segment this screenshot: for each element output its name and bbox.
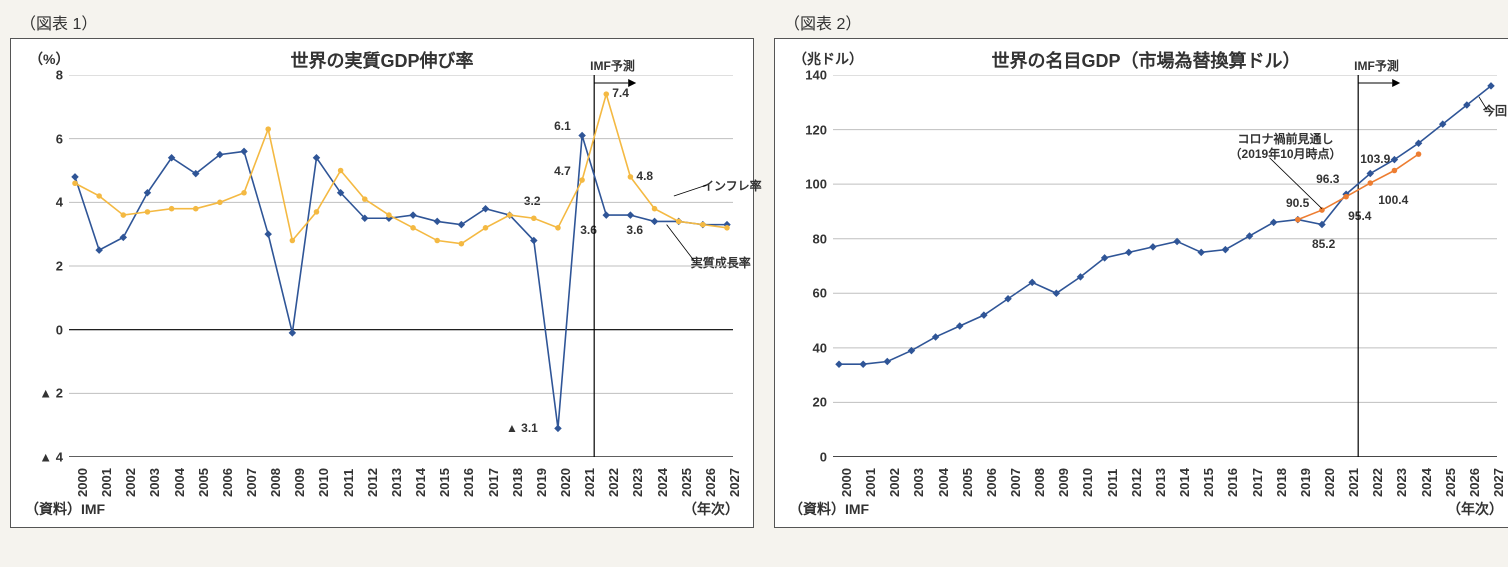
x-tick-label: 2026 <box>1463 457 1482 497</box>
x-tick-label: 2004 <box>168 457 187 497</box>
x-tick-label: 2010 <box>312 457 331 497</box>
y-tick-label: 0 <box>56 322 69 337</box>
chart1-x-unit: （年次） <box>683 499 739 519</box>
x-tick-label: 2019 <box>530 457 549 497</box>
x-tick-label: 2016 <box>1221 457 1240 497</box>
y-tick-label: 8 <box>56 68 69 83</box>
chart1-title: 世界の実質GDP伸び率 <box>11 47 753 73</box>
x-tick-label: 2015 <box>1197 457 1216 497</box>
y-tick-label: 60 <box>813 286 833 301</box>
x-tick-label: 2027 <box>723 457 742 497</box>
x-tick-label: 2005 <box>192 457 211 497</box>
x-tick-label: 2017 <box>482 457 501 497</box>
chart2-source: （資料）IMF <box>789 499 869 519</box>
chart1-source: （資料）IMF <box>25 499 105 519</box>
y-tick-label: ▲ 2 <box>39 386 69 401</box>
chart-2: （図表 2） （兆ドル） 世界の名目GDP（市場為替換算ドル） 02040608… <box>774 10 1508 528</box>
y-tick-label: 100 <box>805 177 833 192</box>
x-tick-label: 2007 <box>240 457 259 497</box>
x-tick-label: 2000 <box>835 457 854 497</box>
series-line <box>75 135 727 428</box>
x-tick-label: 2013 <box>1149 457 1168 497</box>
x-tick-label: 2005 <box>956 457 975 497</box>
x-tick-label: 2012 <box>1125 457 1144 497</box>
y-tick-label: 4 <box>56 195 69 210</box>
x-tick-label: 2012 <box>361 457 380 497</box>
chart1-caption: （図表 1） <box>20 10 754 34</box>
x-tick-label: 2011 <box>337 457 356 497</box>
x-tick-label: 2021 <box>578 457 597 497</box>
x-tick-label: 2025 <box>675 457 694 497</box>
x-tick-label: 2013 <box>385 457 404 497</box>
y-tick-label: 140 <box>805 68 833 83</box>
x-tick-label: 2022 <box>1366 457 1385 497</box>
y-tick-label: 80 <box>813 231 833 246</box>
x-tick-label: 2020 <box>1318 457 1337 497</box>
x-tick-label: 2018 <box>506 457 525 497</box>
x-tick-label: 2004 <box>932 457 951 497</box>
y-tick-label: 120 <box>805 122 833 137</box>
x-tick-label: 2014 <box>409 457 428 497</box>
y-tick-label: 0 <box>820 450 833 465</box>
x-tick-label: 2018 <box>1270 457 1289 497</box>
x-tick-label: 2009 <box>288 457 307 497</box>
x-tick-label: 2011 <box>1101 457 1120 497</box>
chart1-frame: （%） 世界の実質GDP伸び率 ▲ 4▲ 2024682000200120022… <box>10 38 754 528</box>
x-tick-label: 2000 <box>71 457 90 497</box>
x-tick-label: 2002 <box>883 457 902 497</box>
x-tick-label: 2022 <box>602 457 621 497</box>
x-tick-label: 2003 <box>907 457 926 497</box>
x-tick-label: 2014 <box>1173 457 1192 497</box>
x-tick-label: 2003 <box>143 457 162 497</box>
series-line <box>839 86 1491 364</box>
x-tick-label: 2002 <box>119 457 138 497</box>
x-tick-label: 2023 <box>1390 457 1409 497</box>
chart2-plot: 0204060801001201402000200120022003200420… <box>833 75 1497 457</box>
x-tick-label: 2019 <box>1294 457 1313 497</box>
x-tick-label: 2009 <box>1052 457 1071 497</box>
y-tick-label: 20 <box>813 395 833 410</box>
x-tick-label: 2008 <box>1028 457 1047 497</box>
forecast-label: IMF予測 <box>1354 57 1399 74</box>
x-tick-label: 2015 <box>433 457 452 497</box>
forecast-label: IMF予測 <box>590 57 635 74</box>
x-tick-label: 2006 <box>216 457 235 497</box>
x-tick-label: 2026 <box>699 457 718 497</box>
plot-svg <box>833 75 1497 457</box>
x-tick-label: 2006 <box>980 457 999 497</box>
plot-svg <box>69 75 733 457</box>
x-tick-label: 2017 <box>1246 457 1265 497</box>
x-tick-label: 2016 <box>457 457 476 497</box>
y-tick-label: 2 <box>56 259 69 274</box>
x-tick-label: 2024 <box>1415 457 1434 497</box>
x-tick-label: 2008 <box>264 457 283 497</box>
x-tick-label: 2027 <box>1487 457 1506 497</box>
x-tick-label: 2021 <box>1342 457 1361 497</box>
chart-1: （図表 1） （%） 世界の実質GDP伸び率 ▲ 4▲ 202468200020… <box>10 10 754 528</box>
y-tick-label: 6 <box>56 131 69 146</box>
chart2-x-unit: （年次） <box>1447 499 1503 519</box>
x-tick-label: 2023 <box>626 457 645 497</box>
charts-row: （図表 1） （%） 世界の実質GDP伸び率 ▲ 4▲ 202468200020… <box>10 10 1508 528</box>
series-line <box>75 94 727 244</box>
x-tick-label: 2010 <box>1076 457 1095 497</box>
y-tick-label: 40 <box>813 340 833 355</box>
x-tick-label: 2001 <box>859 457 878 497</box>
y-tick-label: ▲ 4 <box>39 450 69 465</box>
chart1-plot: ▲ 4▲ 20246820002001200220032004200520062… <box>69 75 733 457</box>
x-tick-label: 2001 <box>95 457 114 497</box>
chart2-caption: （図表 2） <box>784 10 1508 34</box>
x-tick-label: 2024 <box>651 457 670 497</box>
x-tick-label: 2025 <box>1439 457 1458 497</box>
x-tick-label: 2007 <box>1004 457 1023 497</box>
chart2-frame: （兆ドル） 世界の名目GDP（市場為替換算ドル） 020406080100120… <box>774 38 1508 528</box>
x-tick-label: 2020 <box>554 457 573 497</box>
